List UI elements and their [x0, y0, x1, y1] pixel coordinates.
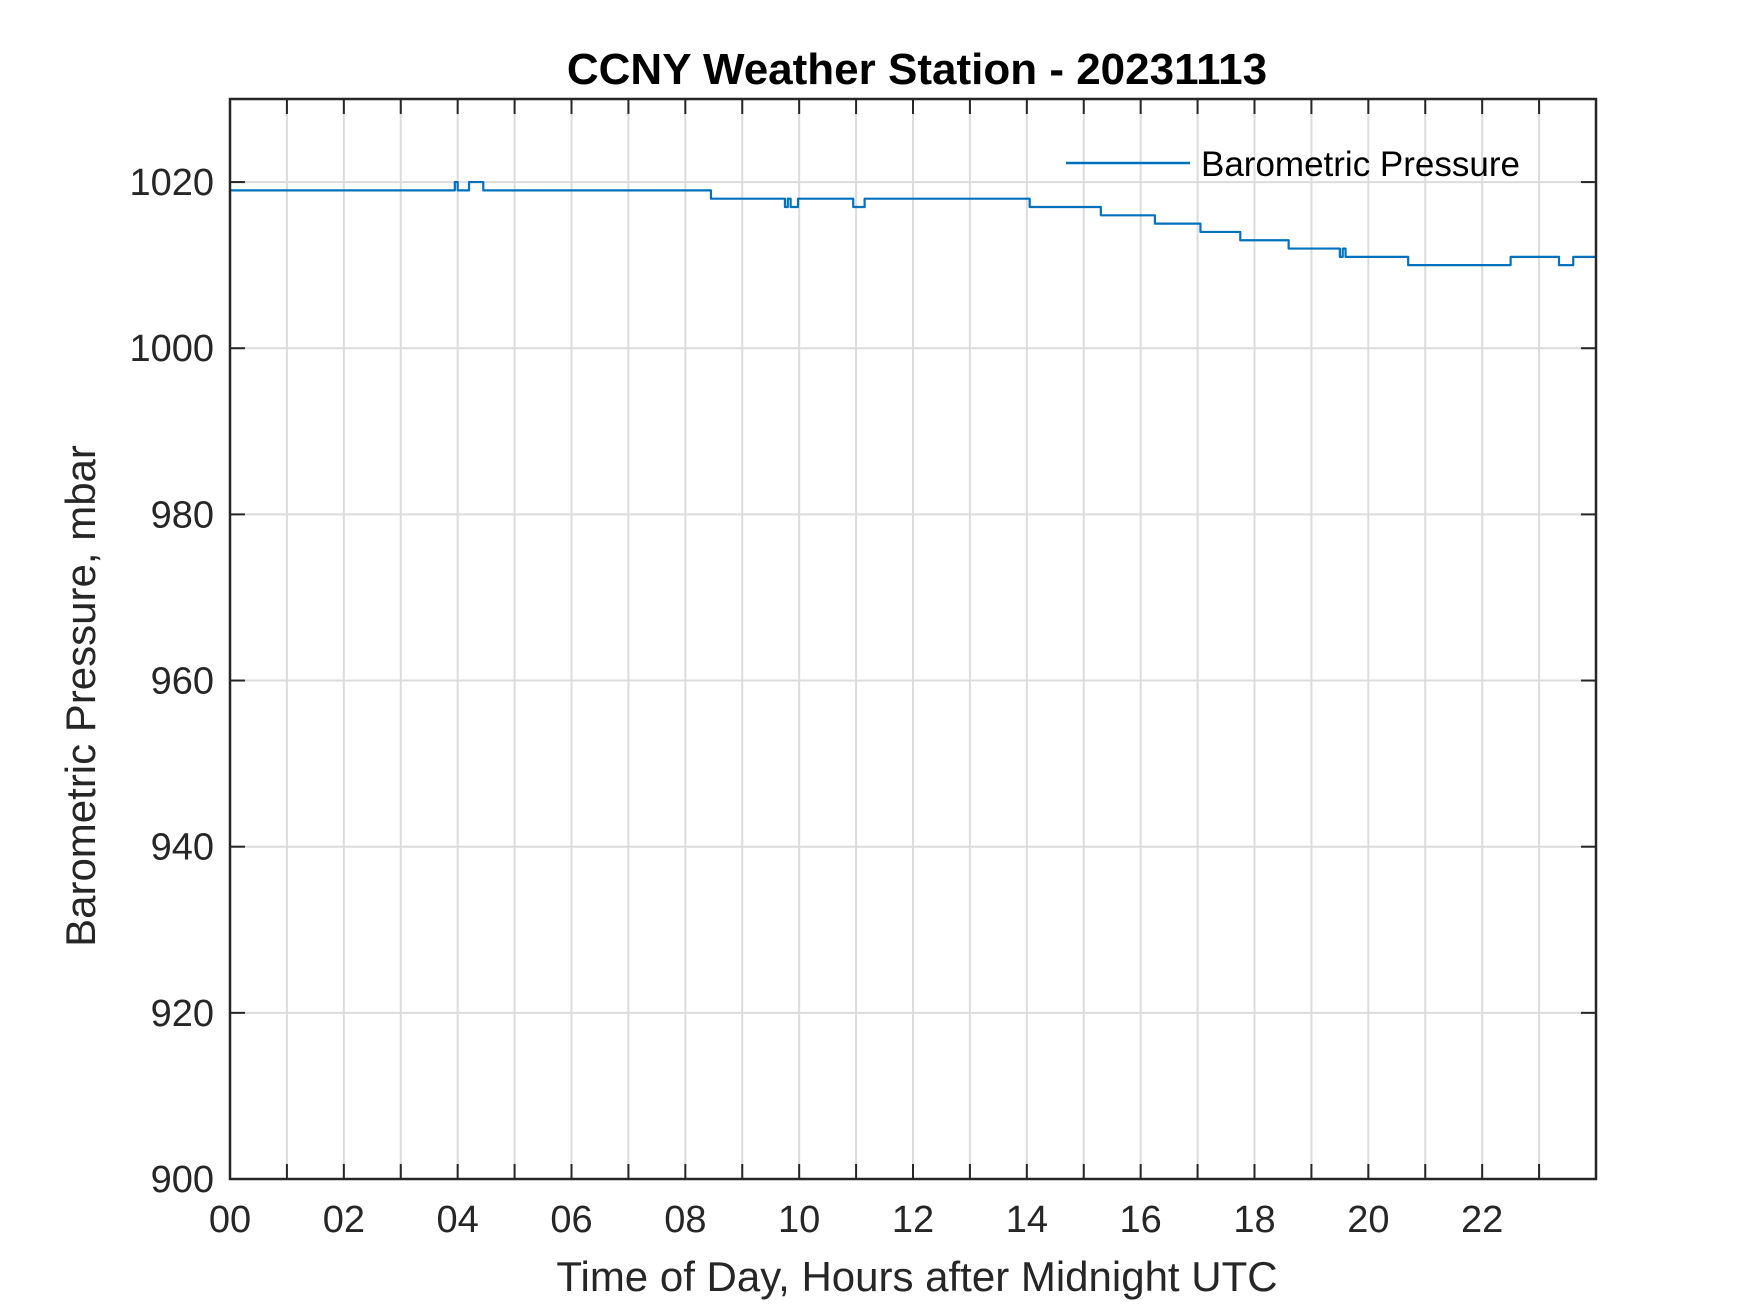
y-tick-label: 960: [151, 661, 214, 703]
y-tick-labels: 900 920 940 960 980 1000 1020: [129, 162, 214, 1201]
y-tick-label: 1000: [129, 328, 214, 370]
x-tick-labels: 00 02 04 06 08 10 12 14 16 18 20 22: [209, 1199, 1503, 1241]
series-line-barometric-pressure: [230, 180, 1596, 267]
y-tick-label: 980: [151, 494, 214, 536]
x-tick-label: 20: [1347, 1199, 1389, 1241]
legend: Barometric Pressure: [1066, 145, 1520, 184]
x-tick-label: 02: [323, 1199, 365, 1241]
x-tick-label: 04: [437, 1199, 479, 1241]
x-tick-label: 00: [209, 1199, 251, 1241]
y-tick-label: 940: [151, 827, 214, 869]
x-tick-label: 22: [1461, 1199, 1503, 1241]
x-tick-label: 06: [550, 1199, 592, 1241]
x-tick-label: 18: [1233, 1199, 1275, 1241]
x-tick-label: 12: [892, 1199, 934, 1241]
chart-title: CCNY Weather Station - 20231113: [567, 45, 1267, 94]
y-tick-label: 900: [151, 1159, 214, 1201]
series-group: [230, 180, 1596, 267]
y-tick-label: 1020: [129, 162, 214, 204]
plot-area-border: [228, 97, 1598, 1181]
x-tick-label: 08: [664, 1199, 706, 1241]
x-tick-label: 14: [1006, 1199, 1048, 1241]
axis-ticks: [230, 99, 1596, 1179]
grid-lines: [230, 99, 1596, 1179]
y-tick-label: 920: [151, 993, 214, 1035]
legend-label: Barometric Pressure: [1201, 145, 1520, 184]
x-axis-label: Time of Day, Hours after Midnight UTC: [556, 1253, 1277, 1300]
x-tick-label: 16: [1120, 1199, 1162, 1241]
y-axis-label: Barometric Pressure, mbar: [57, 445, 104, 947]
x-tick-label: 10: [778, 1199, 820, 1241]
